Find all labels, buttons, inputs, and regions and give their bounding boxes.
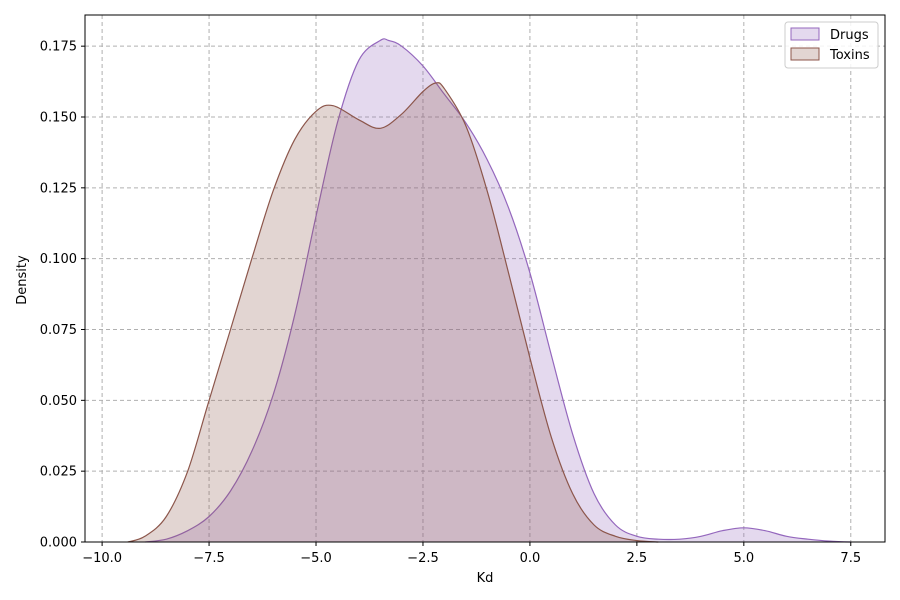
density-area-drugs bbox=[144, 38, 851, 543]
x-axis-ticks: −10.0 −7.5 −5.0 −2.5 0.0 2.5 5.0 7.5 bbox=[82, 542, 861, 566]
x-axis-title: Kd bbox=[477, 571, 494, 586]
legend-swatch-toxins bbox=[790, 47, 820, 61]
x-tick-label-5: 2.5 bbox=[627, 551, 648, 566]
x-tick-label-2: −5.0 bbox=[300, 551, 332, 566]
y-axis-ticks: 0.000 0.025 0.050 0.075 0.100 0.125 0.150 0.175 bbox=[40, 40, 85, 551]
density-area-toxins bbox=[127, 82, 659, 543]
y-tick-label-1: 0.025 bbox=[40, 465, 77, 480]
y-tick-label-6: 0.150 bbox=[40, 111, 77, 126]
y-tick-label-3: 0.075 bbox=[40, 323, 77, 338]
density-line-drugs bbox=[144, 38, 851, 543]
x-tick-label-3: −2.5 bbox=[407, 551, 439, 566]
y-tick-label-5: 0.125 bbox=[40, 181, 77, 196]
x-tick-label-1: −7.5 bbox=[193, 551, 225, 566]
legend-label-drugs: Drugs bbox=[830, 28, 869, 43]
y-axis-title: Density bbox=[15, 255, 30, 305]
x-tick-label-7: 7.5 bbox=[840, 551, 861, 566]
legend: Drugs Toxins bbox=[784, 21, 879, 69]
density-line-toxins bbox=[127, 82, 659, 543]
x-tick-label-0: −10.0 bbox=[82, 551, 122, 566]
x-tick-label-6: 5.0 bbox=[733, 551, 754, 566]
legend-swatch-drugs bbox=[790, 27, 820, 41]
x-tick-label-4: 0.0 bbox=[520, 551, 541, 566]
y-tick-label-2: 0.050 bbox=[40, 394, 77, 409]
plot-frame bbox=[84, 14, 886, 543]
density-areas bbox=[127, 38, 851, 543]
y-tick-label-4: 0.100 bbox=[40, 252, 77, 267]
y-tick-label-7: 0.175 bbox=[40, 40, 77, 55]
y-tick-label-0: 0.000 bbox=[40, 536, 77, 551]
legend-box bbox=[784, 21, 879, 69]
legend-label-toxins: Toxins bbox=[829, 48, 870, 63]
grid-lines bbox=[85, 15, 885, 543]
